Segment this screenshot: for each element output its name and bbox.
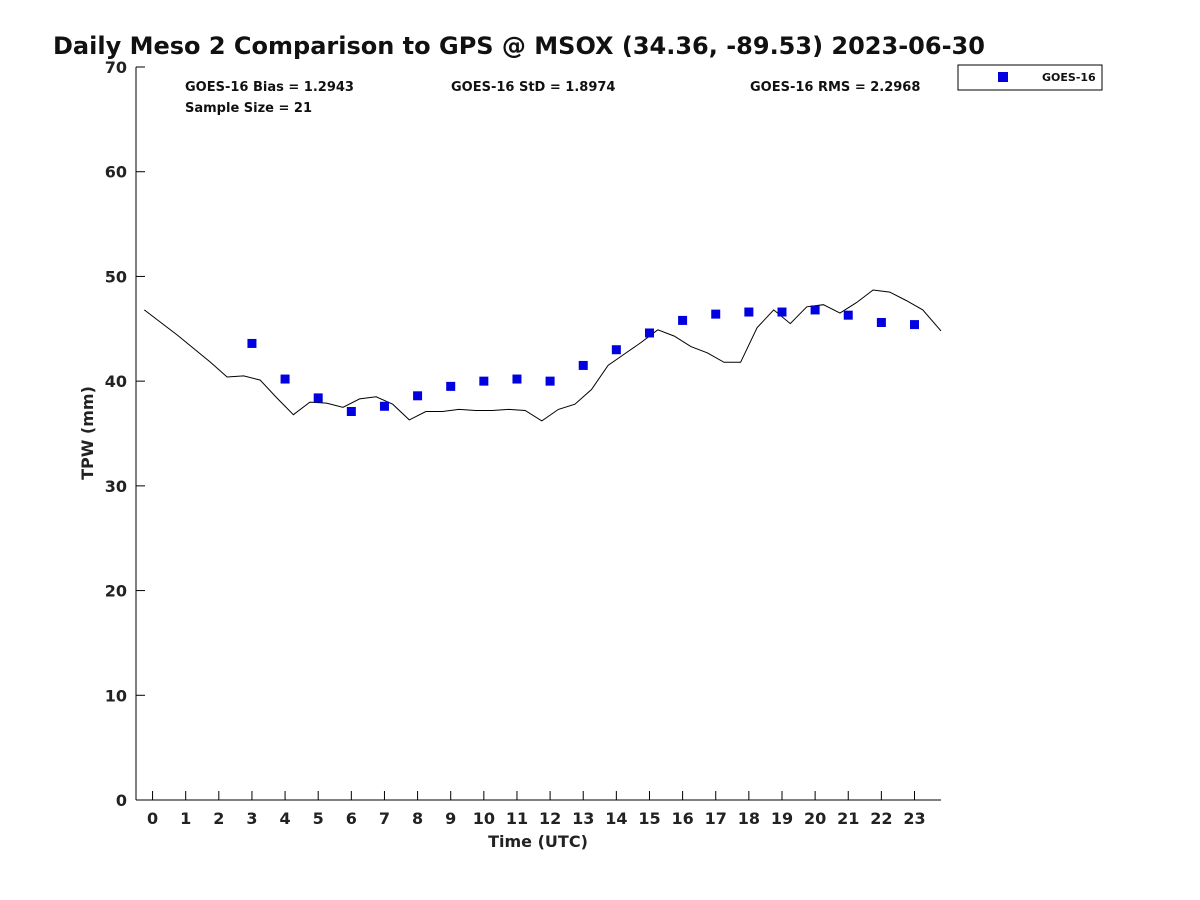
goes16-point bbox=[678, 315, 688, 325]
x-tick-label: 10 bbox=[473, 809, 495, 828]
x-tick-label: 15 bbox=[638, 809, 660, 828]
x-tick-label: 5 bbox=[313, 809, 324, 828]
x-axis-label: Time (UTC) bbox=[488, 832, 588, 851]
x-tick-label: 0 bbox=[147, 809, 158, 828]
goes16-point bbox=[909, 320, 919, 330]
goes16-point bbox=[578, 360, 588, 370]
goes16-point bbox=[545, 376, 555, 386]
goes16-point bbox=[644, 328, 654, 338]
x-tick-label: 12 bbox=[539, 809, 561, 828]
legend-label-goes16: GOES-16 bbox=[1042, 71, 1096, 84]
y-axis-label: TPW (mm) bbox=[78, 386, 97, 480]
y-tick-label: 10 bbox=[105, 686, 127, 705]
stat-std: GOES-16 StD = 1.8974 bbox=[451, 80, 615, 95]
stat-rms: GOES-16 RMS = 2.2968 bbox=[750, 80, 920, 95]
y-tick-label: 60 bbox=[105, 163, 127, 182]
goes16-point bbox=[446, 381, 456, 391]
y-tick-label: 30 bbox=[105, 477, 127, 496]
x-tick-label: 3 bbox=[246, 809, 257, 828]
x-axis-ticks: 0 1 2 3 4 5 6 7 8 9 10 11 12 13 14 15 16 17 18 19 20 21 22 23 bbox=[147, 791, 926, 828]
goes-points-layer bbox=[247, 305, 919, 417]
x-tick-label: 13 bbox=[572, 809, 594, 828]
stat-bias: GOES-16 Bias = 1.2943 bbox=[185, 80, 354, 95]
plot-frame bbox=[135, 67, 941, 801]
goes16-point bbox=[777, 307, 787, 317]
goes16-point bbox=[346, 407, 356, 417]
chart-title: Daily Meso 2 Comparison to GPS @ MSOX (3… bbox=[53, 32, 985, 60]
goes16-point bbox=[413, 391, 423, 401]
y-tick-label: 40 bbox=[105, 372, 127, 391]
y-tick-label: 20 bbox=[105, 582, 127, 601]
x-tick-label: 17 bbox=[705, 809, 727, 828]
x-tick-label: 7 bbox=[379, 809, 390, 828]
x-tick-label: 6 bbox=[346, 809, 357, 828]
legend: GOES-16 bbox=[957, 64, 1103, 91]
goes16-point bbox=[611, 345, 621, 355]
y-tick-label: 50 bbox=[105, 267, 127, 286]
goes16-point bbox=[479, 376, 489, 386]
y-tick-label: 70 bbox=[105, 58, 127, 77]
x-tick-label: 19 bbox=[771, 809, 793, 828]
x-tick-label: 23 bbox=[903, 809, 925, 828]
x-tick-label: 20 bbox=[804, 809, 826, 828]
gps-tpw-line bbox=[143, 289, 942, 422]
goes16-point bbox=[744, 307, 754, 317]
goes16-point bbox=[876, 318, 886, 328]
x-tick-label: 4 bbox=[280, 809, 291, 828]
x-tick-label: 18 bbox=[738, 809, 760, 828]
goes16-point bbox=[379, 401, 389, 411]
x-tick-label: 11 bbox=[506, 809, 528, 828]
goes16-point bbox=[711, 309, 721, 319]
goes16-point bbox=[247, 338, 257, 348]
goes16-point bbox=[280, 374, 290, 384]
x-tick-label: 1 bbox=[180, 809, 191, 828]
x-tick-label: 9 bbox=[445, 809, 456, 828]
legend-box bbox=[957, 64, 1103, 91]
x-tick-label: 8 bbox=[412, 809, 423, 828]
x-tick-label: 14 bbox=[605, 809, 627, 828]
x-tick-label: 22 bbox=[870, 809, 892, 828]
y-axis-ticks: 0 10 20 30 40 50 60 70 bbox=[105, 58, 145, 810]
goes16-point bbox=[843, 310, 853, 320]
x-tick-label: 2 bbox=[213, 809, 224, 828]
goes16-point bbox=[810, 305, 820, 315]
gps-line-layer bbox=[143, 289, 942, 422]
goes16-point bbox=[313, 393, 323, 403]
goes16-point bbox=[512, 374, 522, 384]
y-tick-label: 0 bbox=[116, 791, 127, 810]
stat-sample-size: Sample Size = 21 bbox=[185, 101, 312, 116]
x-tick-label: 21 bbox=[837, 809, 859, 828]
legend-marker-goes16 bbox=[998, 72, 1008, 82]
x-tick-label: 16 bbox=[671, 809, 693, 828]
